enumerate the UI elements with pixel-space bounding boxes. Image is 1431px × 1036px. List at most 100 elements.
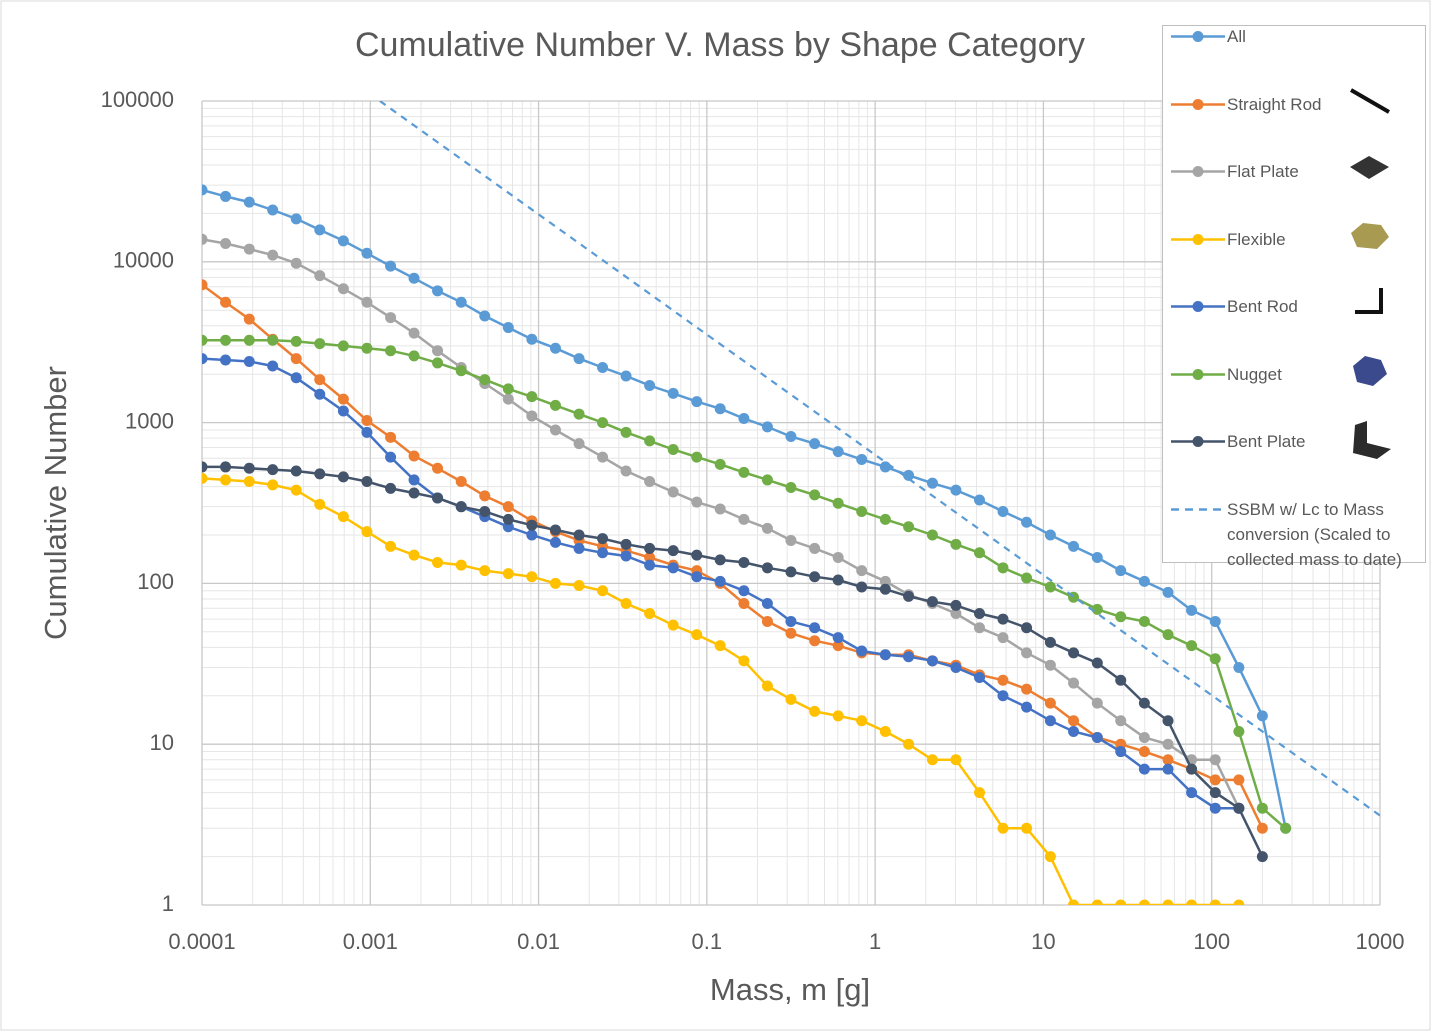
data-point [833,710,844,721]
data-point [997,632,1008,643]
data-point [644,380,655,391]
data-point [997,690,1008,701]
data-point [668,562,679,573]
data-point [644,435,655,446]
data-point [668,620,679,631]
data-point [974,672,985,683]
data-point [1163,587,1174,598]
data-point [1210,616,1221,627]
data-point [1139,764,1150,775]
data-point [927,655,938,666]
legend-icon [1347,421,1393,461]
data-point [1139,746,1150,757]
data-point [1233,726,1244,737]
data-point [785,616,796,627]
data-point [1045,529,1056,540]
data-point [762,474,773,485]
data-point [691,550,702,561]
data-point [974,495,985,506]
data-point [880,514,891,525]
data-point [338,511,349,522]
legend-key [1169,92,1227,117]
y-tick-label: 100 [137,569,174,594]
data-point [409,350,420,361]
data-point [856,454,867,465]
data-point [574,438,585,449]
data-point [267,360,278,371]
data-point [291,485,302,496]
data-point [361,415,372,426]
data-point [927,754,938,765]
legend-marker [1193,234,1204,245]
data-point [809,706,820,717]
data-point [809,489,820,500]
data-point [1021,573,1032,584]
data-point [409,273,420,284]
data-point [833,574,844,585]
data-point [314,389,325,400]
legend-entry: All [1169,24,1421,49]
data-point [1115,746,1126,757]
data-point [738,413,749,424]
data-point [1092,604,1103,615]
data-point [526,529,537,540]
data-point [950,485,961,496]
data-point [338,394,349,405]
data-point [644,476,655,487]
legend-label: SSBM w/ Lc to Mass conversion (Scaled to… [1227,497,1421,572]
data-point [291,353,302,364]
legend-marker [1193,166,1204,177]
legend-key [1169,497,1227,522]
data-point [432,492,443,503]
data-point [974,547,985,558]
data-point [267,204,278,215]
data-point [621,370,632,381]
legend-entry: Straight Rod [1169,92,1421,117]
data-point [1021,702,1032,713]
data-point [597,533,608,544]
data-point [267,479,278,490]
data-point [856,645,867,656]
data-point [526,571,537,582]
legend: AllStraight RodFlat PlateFlexibleBent Ro… [1162,25,1426,563]
data-point [809,543,820,554]
data-point [1115,675,1126,686]
data-point [762,616,773,627]
data-point [997,823,1008,834]
data-point [1186,605,1197,616]
legend-key [1169,159,1227,184]
data-point [809,571,820,582]
y-tick-label: 10000 [113,248,174,273]
data-point [574,529,585,540]
data-point [856,581,867,592]
data-point [291,258,302,269]
data-point [621,551,632,562]
data-point [762,598,773,609]
data-point [574,409,585,420]
data-point [338,283,349,294]
data-point [668,545,679,556]
data-point [1139,732,1150,743]
data-point [1068,678,1079,689]
data-point [526,410,537,421]
data-point [644,608,655,619]
legend-key [1169,362,1227,387]
data-point [244,314,255,325]
data-point [385,345,396,356]
data-point [314,374,325,385]
data-point [762,681,773,692]
data-point [361,248,372,259]
data-point [738,514,749,525]
data-point [738,585,749,596]
data-point [927,529,938,540]
data-point [432,285,443,296]
data-point [715,504,726,515]
data-point [550,578,561,589]
data-point [880,726,891,737]
data-point [738,557,749,568]
data-point [574,353,585,364]
data-point [833,498,844,509]
data-point [1092,698,1103,709]
data-point [1045,715,1056,726]
data-point [361,476,372,487]
